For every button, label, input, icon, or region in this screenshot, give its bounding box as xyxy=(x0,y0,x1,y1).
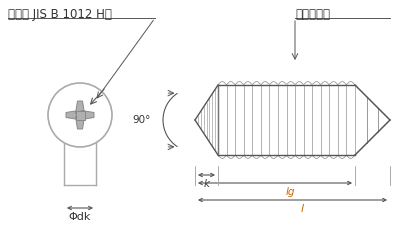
Polygon shape xyxy=(193,75,395,165)
Polygon shape xyxy=(66,110,79,120)
Text: 90°: 90° xyxy=(133,115,151,125)
Circle shape xyxy=(48,83,112,147)
Polygon shape xyxy=(76,116,84,129)
Polygon shape xyxy=(195,85,218,155)
Text: k: k xyxy=(204,179,210,189)
Text: Φdk: Φdk xyxy=(69,212,91,222)
Polygon shape xyxy=(81,110,94,120)
Polygon shape xyxy=(76,101,84,114)
Text: ねじの呼び: ねじの呼び xyxy=(295,8,330,21)
Polygon shape xyxy=(218,85,355,155)
FancyBboxPatch shape xyxy=(76,110,84,120)
Text: lg: lg xyxy=(285,187,295,197)
Text: 十字穴 JIS B 1012 H形: 十字穴 JIS B 1012 H形 xyxy=(8,8,112,21)
Text: l: l xyxy=(301,204,304,214)
